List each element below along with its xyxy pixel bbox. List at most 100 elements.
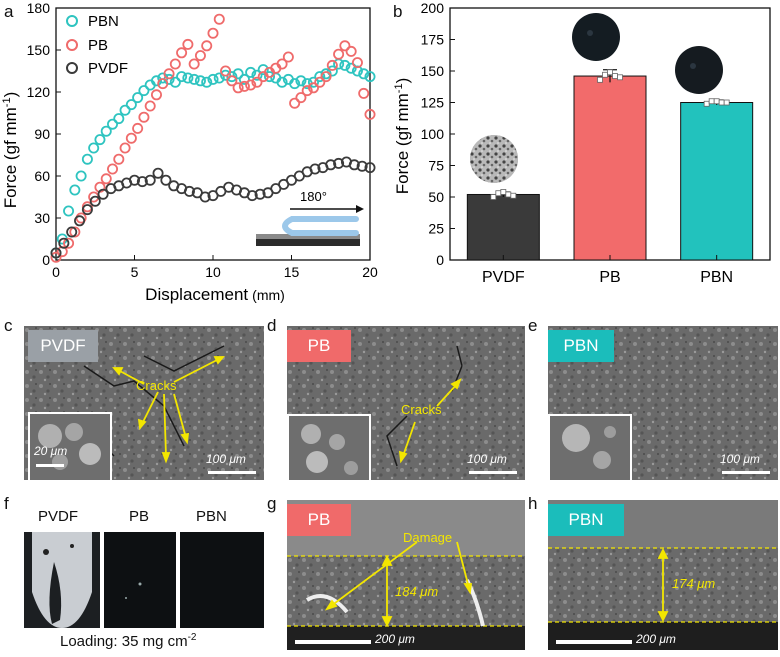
point-pbn	[201, 76, 213, 88]
scale-label-d: 100 μm	[467, 452, 507, 466]
chart-a-ytick-label: 180	[27, 0, 51, 16]
point-pb	[138, 111, 150, 123]
chart-b: 0 25 50 75 100 125 150 175 200 PVDF PB PBN Force (g…	[393, 0, 771, 286]
chart-a-xtick-label: 0	[52, 264, 60, 280]
point-pvdf	[50, 247, 62, 259]
point-pb	[213, 13, 225, 25]
point-pb	[245, 79, 257, 91]
point-pb	[176, 47, 188, 59]
point-pb	[157, 78, 169, 90]
point-pb	[144, 100, 156, 112]
point-pb	[295, 92, 307, 104]
point-pvdf	[495, 190, 502, 197]
point-pvdf	[128, 174, 140, 186]
point-pvdf	[500, 189, 507, 195]
point-pbn	[314, 71, 326, 83]
point-pb	[220, 65, 232, 77]
panel-label-c: c	[4, 316, 13, 335]
point-pbn	[207, 73, 219, 85]
point-pb	[251, 76, 263, 88]
point-pb	[282, 51, 294, 63]
chart-b-ytick-label: 125	[421, 95, 445, 111]
chart-a-ytick-label: 60	[34, 168, 50, 184]
point-pbn	[125, 99, 137, 111]
photo-electrode-pvdf	[24, 532, 100, 628]
chart-a-xlabel: Displacement (mm)	[145, 285, 285, 304]
point-pb	[169, 58, 181, 70]
electrode-photo-pb	[572, 13, 620, 61]
chart-a-ytick-label: 90	[34, 126, 50, 142]
point-pvdf	[199, 191, 211, 203]
legend-marker-pbn	[66, 15, 78, 27]
point-pbn	[364, 71, 376, 83]
crack-annotation-c: Cracks	[136, 378, 177, 393]
point-pbn	[100, 125, 112, 137]
point-pbn	[132, 92, 144, 104]
point-pbn	[75, 170, 87, 182]
point-pbn	[88, 142, 100, 154]
chart-a: 0 30 60 90 120 150 180 0 5 10 15 20 Force (gf mm-1)…	[1, 0, 378, 304]
point-pb	[150, 89, 162, 101]
point-pb	[201, 40, 213, 52]
point-pbn	[257, 64, 269, 76]
legend-label-pbn: PBN	[88, 13, 119, 30]
point-pbn	[245, 66, 257, 78]
point-pbn	[718, 99, 725, 106]
point-pb	[351, 57, 363, 69]
point-pbn	[276, 76, 288, 88]
point-pvdf	[356, 160, 368, 172]
chart-b-xtick-label: PB	[599, 269, 620, 286]
point-pvdf	[490, 194, 497, 200]
point-pvdf	[510, 192, 517, 199]
point-pvdf	[160, 174, 172, 186]
point-pvdf	[58, 237, 70, 249]
chart-b-ylabel: Force (gf mm-1)	[393, 78, 412, 195]
point-pb	[182, 38, 194, 50]
chart-a-ytick-label: 0	[42, 252, 50, 268]
sem-inset-pbn	[548, 414, 632, 480]
point-pb	[358, 87, 370, 99]
point-pb	[119, 142, 131, 154]
scale-label-g: 200 μm	[375, 632, 415, 646]
scale-label-e: 100 μm	[720, 452, 760, 466]
sem-inset-pvdf: 20 μm	[28, 412, 112, 480]
point-pbn	[232, 68, 244, 80]
chart-b-ytick-label: 200	[421, 0, 445, 16]
point-pbn	[81, 153, 93, 165]
panel-label-f: f	[4, 494, 9, 513]
point-pbn	[238, 73, 250, 85]
point-pvdf	[246, 190, 258, 202]
chart-a-ytick-label: 30	[34, 210, 50, 226]
panel-label-a: a	[4, 2, 14, 21]
legend-label-pvdf: PVDF	[88, 60, 128, 77]
point-pb	[333, 48, 345, 60]
point-pbn	[703, 100, 710, 107]
point-pvdf	[66, 226, 78, 238]
point-pbn	[113, 113, 125, 125]
legend-label-pb: PB	[88, 37, 108, 54]
scale-bar-h	[556, 640, 632, 644]
bar-pbn	[680, 102, 754, 261]
photo-label-pb: PB	[129, 508, 150, 525]
point-pb	[307, 82, 319, 94]
sem-tag-pbn: PBN	[548, 330, 614, 362]
scale-label-h: 200 μm	[636, 632, 676, 646]
point-pbn	[333, 58, 345, 70]
photo-label-pvdf: PVDF	[38, 508, 79, 525]
point-pvdf	[309, 163, 321, 175]
point-pb	[132, 122, 144, 134]
point-pbn	[63, 205, 75, 217]
chart-a-ylabel: Force (gf mm-1)	[1, 92, 20, 209]
chart-b-ytick-label: 100	[421, 126, 445, 142]
sem-tag-pvdf: PVDF	[28, 330, 98, 362]
point-pb	[597, 76, 603, 83]
point-pb	[607, 69, 613, 76]
point-pbn	[107, 118, 119, 130]
point-pvdf	[144, 174, 156, 186]
point-pb	[194, 50, 206, 62]
point-pbn	[226, 71, 238, 83]
point-pvdf	[364, 162, 376, 174]
point-pb	[226, 75, 238, 87]
point-pb	[163, 68, 175, 80]
panel-label-d: d	[267, 316, 277, 335]
